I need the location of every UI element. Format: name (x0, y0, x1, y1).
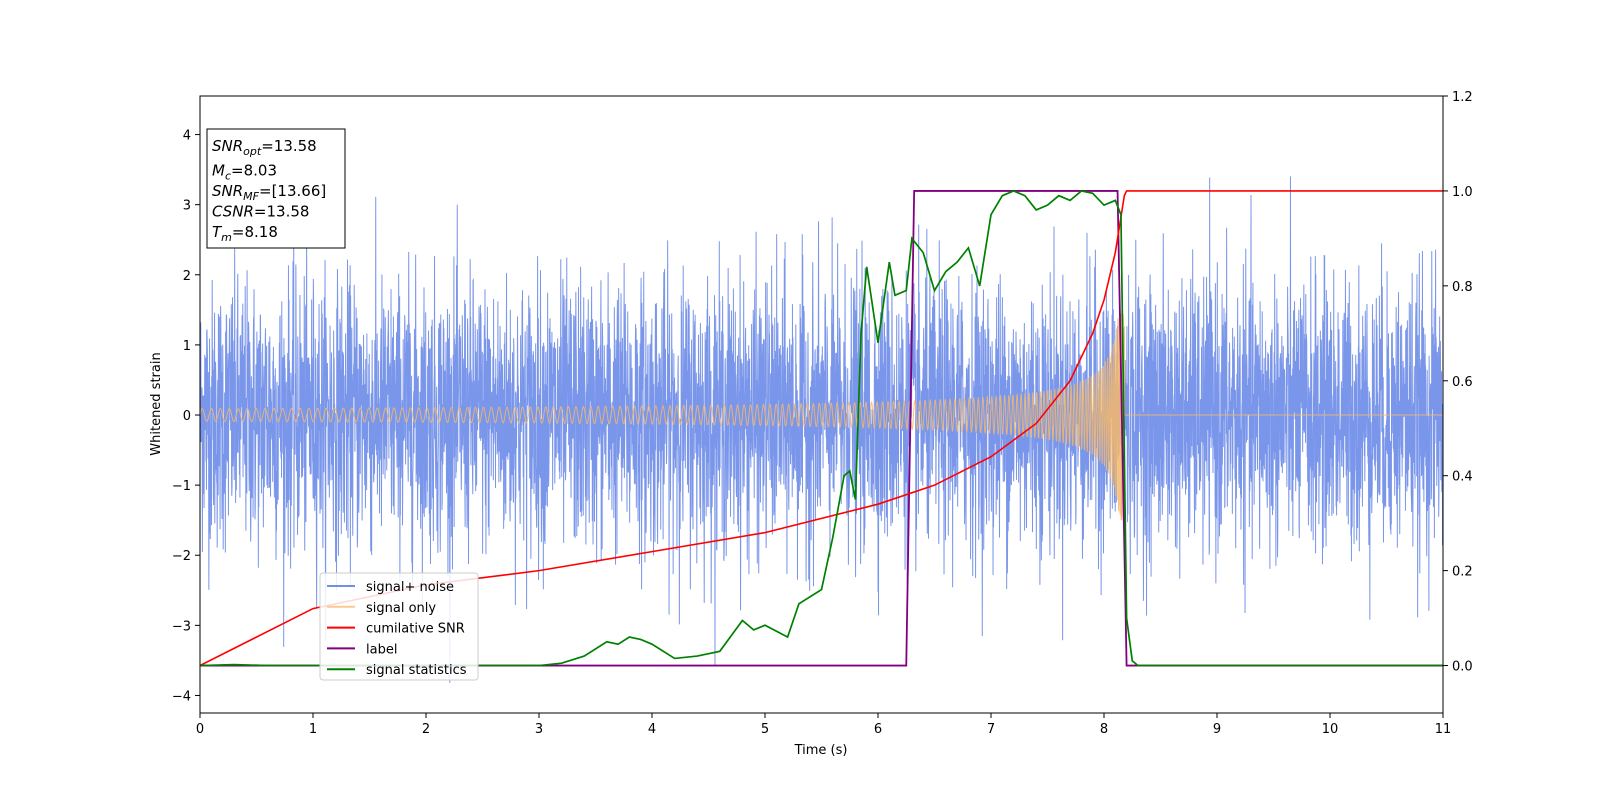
x-tick-label: 1 (309, 722, 317, 737)
x-tick-label: 0 (196, 722, 204, 737)
info-line: SNRopt=13.58 (212, 137, 317, 158)
info-box: SNRopt=13.58Mc=8.03SNRMF=[13.66]CSNR=13.… (206, 128, 346, 249)
y2-tick-label: 0.6 (1452, 375, 1473, 390)
x-tick-label: 9 (1213, 722, 1221, 737)
y2-tick-label: 0.4 (1452, 470, 1473, 485)
plot-frame (199, 95, 1444, 714)
info-subscript: MF (243, 190, 259, 203)
legend: signal+ noise signal only cumilative SNR la… (319, 572, 479, 681)
info-variable: T (212, 223, 223, 241)
y2-tick-label: 0.8 (1452, 280, 1473, 295)
x-tick-label: 10 (1322, 722, 1339, 737)
info-variable: SNR (212, 182, 243, 200)
legend-label: signal only (366, 601, 436, 616)
legend-label: cumilative SNR (366, 622, 465, 637)
y-tick-label: 0 (183, 409, 191, 424)
legend-items: signal+ noise signal only cumilative SNR la… (327, 580, 467, 678)
y-tick-label: 4 (183, 129, 191, 144)
y2-tick-label: 1.2 (1452, 90, 1473, 105)
info-line: SNRMF=[13.66] (212, 182, 326, 203)
x-tick-label: 8 (1100, 722, 1108, 737)
info-subscript: c (225, 170, 231, 183)
y-tick-label: 1 (183, 339, 191, 354)
y-tick-label: −4 (172, 689, 191, 704)
info-line: Mc=8.03 (212, 162, 277, 183)
info-box-frame (206, 128, 346, 249)
series-cumulative-snr-line (200, 190, 1443, 667)
info-value: =13.58 (261, 137, 317, 155)
info-lines: SNRopt=13.58Mc=8.03SNRMF=[13.66]CSNR=13.… (212, 137, 326, 244)
info-variable: SNR (212, 137, 243, 155)
info-subscript: opt (243, 145, 262, 158)
y2-tick-label: 0.2 (1452, 565, 1473, 580)
y-tick-label: −2 (172, 549, 191, 564)
series-signal-only-line (200, 310, 1443, 521)
x-tick-label: 7 (987, 722, 995, 737)
axes-layer: 0 1 2 3 4 5 6 7 8 9 10 11 −4 −3 −2 −1 0 1 2 3 4 0.0 0.2 0.4 0.6 0… (172, 90, 1473, 737)
y-tick-label: −3 (172, 619, 191, 634)
y-tick-label: −1 (172, 479, 191, 494)
x-tick-label: 4 (648, 722, 656, 737)
info-line: Tm=8.18 (212, 223, 278, 244)
x-tick-label: 3 (535, 722, 543, 737)
info-line: CSNR=13.58 (212, 203, 309, 221)
info-value: =13.58 (254, 203, 310, 221)
x-tick-label: 11 (1435, 722, 1452, 737)
y-axis-label: Whitened strain (149, 352, 164, 455)
x-tick-label: 6 (874, 722, 882, 737)
y2-tick-label: 1.0 (1452, 185, 1473, 200)
y-tick-label: 3 (183, 199, 191, 214)
x-axis-label: Time (s) (794, 743, 848, 758)
info-variable: M (212, 162, 225, 180)
x-tick-label: 5 (761, 722, 769, 737)
info-value: =[13.66] (259, 182, 326, 200)
y-tick-label: 2 (183, 269, 191, 284)
x-tick-label: 2 (422, 722, 430, 737)
legend-label: signal statistics (366, 663, 467, 678)
info-variable: CSNR (212, 203, 254, 221)
legend-label: label (366, 642, 397, 657)
info-value: =8.18 (232, 223, 278, 241)
legend-label: signal+ noise (366, 580, 454, 595)
series-layer (200, 176, 1443, 683)
series-signal-statistics-line (200, 189, 1443, 667)
y2-tick-label: 0.0 (1452, 660, 1473, 675)
info-subscript: m (221, 231, 232, 244)
info-value: =8.03 (231, 162, 277, 180)
legend-frame (319, 572, 479, 681)
